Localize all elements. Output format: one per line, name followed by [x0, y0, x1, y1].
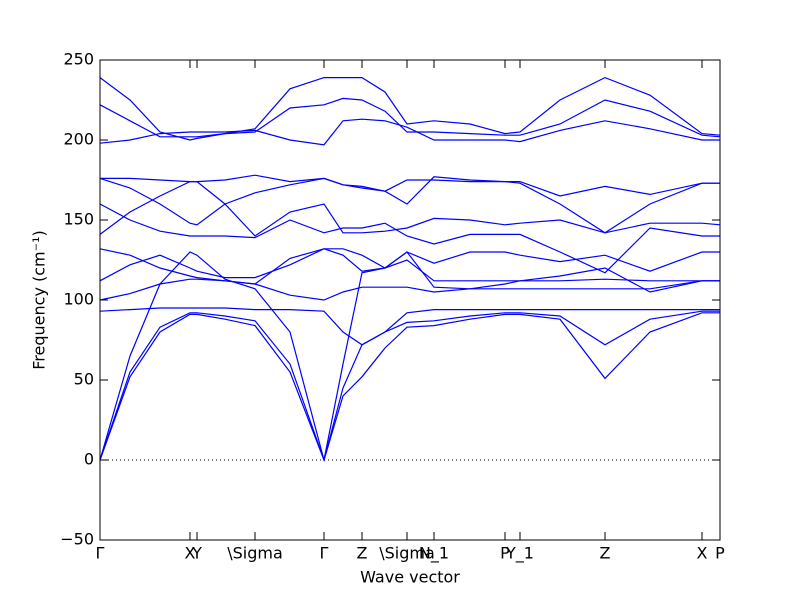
y-tick-label: 0 — [84, 450, 94, 469]
y-tick-label: 150 — [63, 210, 94, 229]
x-tick-label: \Sigma — [379, 544, 435, 563]
band-line — [99, 307, 720, 346]
band-line — [99, 177, 720, 234]
x-tick-label: Z — [600, 544, 611, 563]
band-line — [99, 312, 720, 462]
x-tick-label: X — [185, 544, 196, 563]
x-tick-label: Y_1 — [505, 544, 534, 564]
y-axis-label: Frequency (cm⁻¹) — [30, 230, 49, 369]
y-tick-label: 50 — [74, 370, 94, 389]
y-tick-label: −50 — [60, 530, 94, 549]
x-tick-label: N_1 — [419, 544, 449, 564]
x-tick-label: Γ — [96, 544, 105, 563]
x-tick-label: X — [697, 544, 708, 563]
x-tick-label: \Sigma — [227, 544, 283, 563]
x-tick-label: Γ — [320, 544, 329, 563]
y-tick-label: 250 — [63, 50, 94, 69]
x-tick-label: P — [715, 544, 725, 563]
band-line — [99, 310, 720, 463]
band-line — [99, 278, 720, 301]
y-tick-label: 100 — [63, 290, 94, 309]
band-line — [99, 248, 720, 293]
x-tick-label: Z — [357, 544, 368, 563]
band-line — [99, 118, 720, 146]
band-line — [99, 251, 720, 461]
band-line — [99, 97, 721, 138]
y-tick-label: 200 — [63, 130, 94, 149]
x-axis-label: Wave vector — [360, 568, 460, 587]
x-tick-label: P — [500, 544, 510, 563]
plot-frame — [99, 59, 721, 541]
band-line — [99, 76, 721, 141]
band-line — [100, 174, 720, 205]
band-line — [99, 248, 720, 285]
x-tick-label: Y — [191, 544, 202, 563]
band-line — [99, 203, 720, 274]
